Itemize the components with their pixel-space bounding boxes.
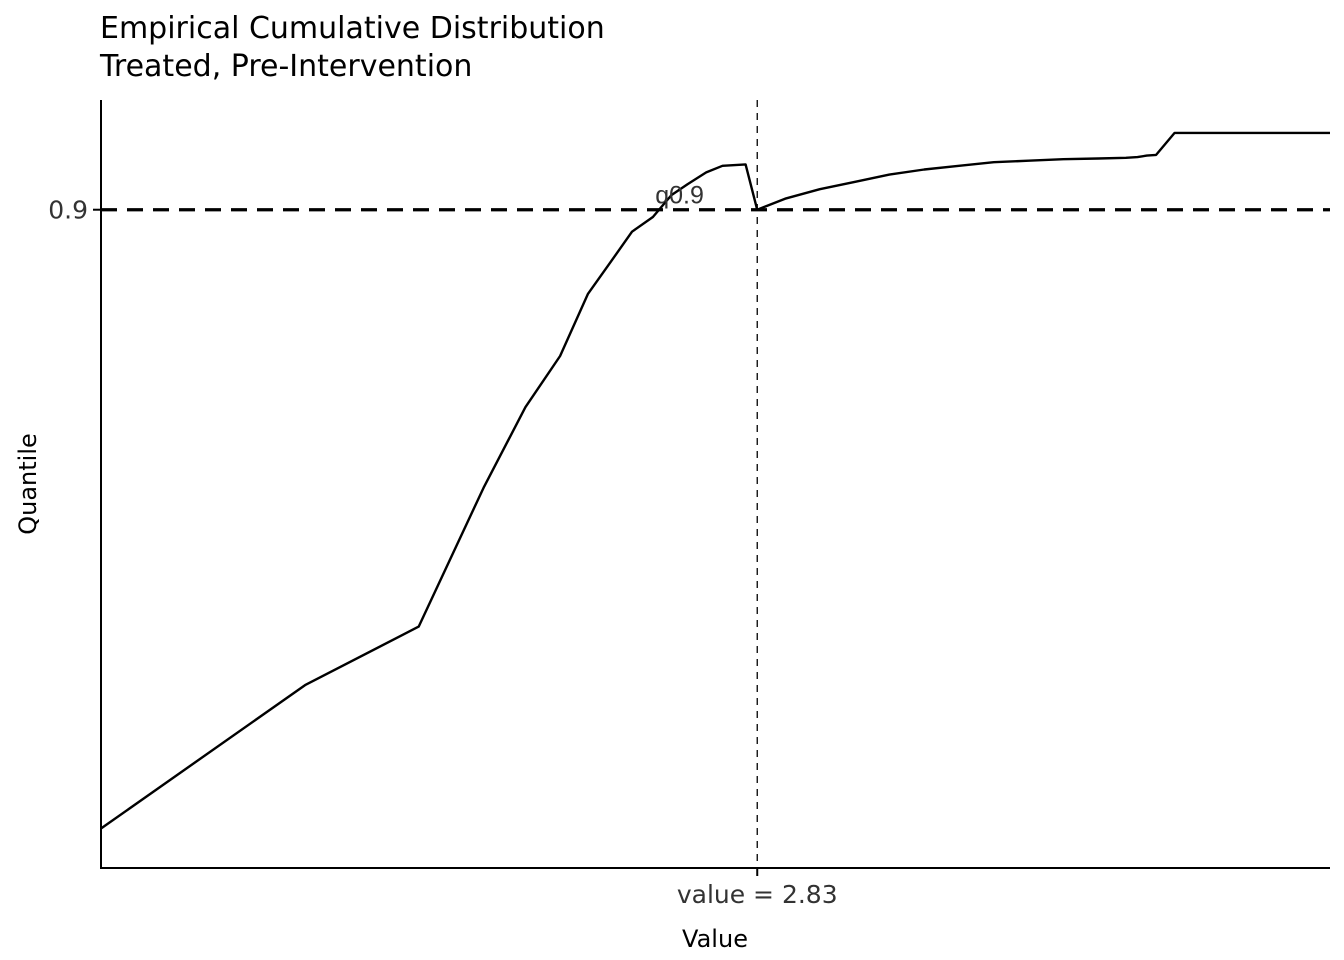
y-tick-label: 0.9	[48, 196, 88, 225]
x-axis-title: Value	[682, 925, 748, 953]
y-axis-title: Quantile	[14, 433, 42, 535]
x-tick-label: value = 2.83	[677, 880, 838, 909]
chart-title: Empirical Cumulative Distribution	[100, 11, 605, 46]
y-ticks: 0.9	[48, 196, 101, 225]
series-line	[100, 131, 1330, 830]
reference-line-label: q0.9	[655, 182, 704, 210]
x-ticks: value = 2.83	[677, 868, 838, 909]
chart-subtitle: Treated, Pre-Intervention	[99, 49, 472, 84]
